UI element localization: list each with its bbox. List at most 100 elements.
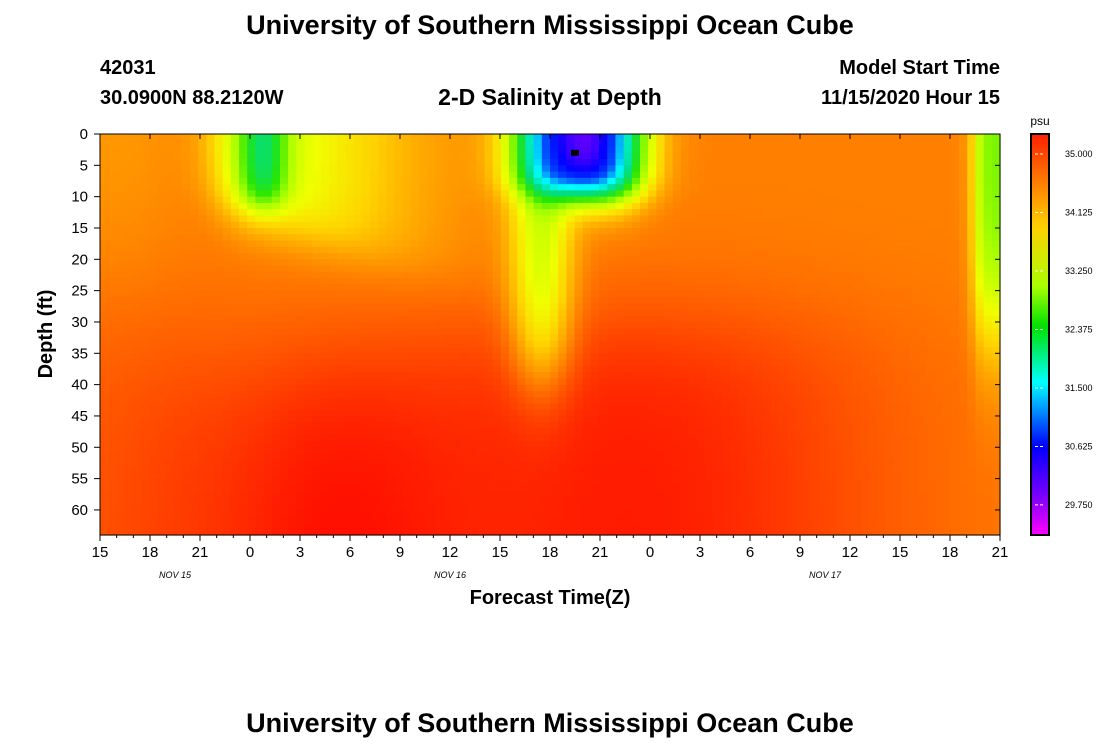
- heatmap-cell: [108, 516, 117, 524]
- heatmap-cell: [443, 509, 453, 517]
- heatmap-cell: [476, 296, 486, 304]
- heatmap-cell: [558, 353, 567, 361]
- heatmap-cell: [656, 403, 666, 411]
- heatmap-cell: [271, 340, 281, 348]
- heatmap-cell: [419, 472, 428, 480]
- heatmap-cell: [296, 397, 306, 405]
- heatmap-cell: [100, 284, 109, 292]
- heatmap-cell: [263, 397, 273, 405]
- heatmap-cell: [124, 171, 134, 179]
- heatmap-cell: [435, 184, 445, 191]
- heatmap-cell: [386, 453, 396, 461]
- heatmap-cell: [525, 378, 535, 386]
- heatmap-cell: [329, 152, 338, 160]
- heatmap-cell: [705, 422, 715, 430]
- heatmap-cell: [525, 403, 535, 411]
- heatmap-cell: [607, 497, 617, 505]
- heatmap-cell: [345, 478, 355, 486]
- heatmap-cell: [263, 522, 273, 530]
- heatmap-cell: [468, 265, 477, 273]
- heatmap-cell: [173, 378, 183, 386]
- heatmap-cell: [492, 221, 502, 229]
- heatmap-cell: [149, 184, 158, 191]
- heatmap-cell: [419, 309, 428, 317]
- heatmap-cell: [574, 134, 584, 141]
- heatmap-cell: [623, 359, 633, 367]
- heatmap-cell: [394, 278, 404, 285]
- heatmap-cell: [558, 315, 567, 323]
- heatmap-cell: [329, 334, 338, 342]
- heatmap-cell: [165, 190, 175, 198]
- heatmap-cell: [157, 459, 167, 467]
- heatmap-cell: [541, 227, 551, 235]
- heatmap-cell: [370, 466, 379, 473]
- heatmap-cell: [590, 428, 600, 436]
- heatmap-cell: [427, 271, 437, 279]
- heatmap-cell: [476, 466, 486, 473]
- heatmap-cell: [615, 503, 625, 511]
- heatmap-cell: [582, 453, 592, 461]
- heatmap-cell: [337, 509, 347, 517]
- heatmap-cell: [509, 365, 518, 373]
- heatmap-cell: [631, 491, 641, 499]
- heatmap-cell: [631, 259, 641, 267]
- heatmap-cell: [648, 328, 657, 336]
- heatmap-cell: [320, 397, 330, 405]
- heatmap-cell: [623, 397, 633, 405]
- heatmap-cell: [664, 365, 674, 373]
- heatmap-cell: [181, 309, 191, 317]
- heatmap-cell: [492, 397, 502, 405]
- heatmap-cell: [370, 146, 379, 154]
- heatmap-cell: [419, 372, 428, 379]
- heatmap-cell: [419, 497, 428, 505]
- heatmap-cell: [214, 140, 224, 148]
- heatmap-cell: [402, 459, 412, 467]
- heatmap-cell: [320, 190, 330, 198]
- heatmap-cell: [713, 190, 723, 198]
- heatmap-cell: [640, 202, 649, 210]
- heatmap-cell: [165, 378, 175, 386]
- heatmap-cell: [550, 196, 559, 204]
- heatmap-cell: [230, 497, 240, 505]
- heatmap-cell: [263, 497, 273, 505]
- heatmap-cell: [263, 453, 273, 461]
- heatmap-cell: [525, 509, 535, 517]
- heatmap-cell: [705, 146, 715, 154]
- heatmap-cell: [656, 296, 666, 304]
- heatmap-cell: [190, 215, 199, 223]
- heatmap-cell: [427, 328, 437, 336]
- heatmap-cell: [296, 234, 306, 242]
- heatmap-cell: [689, 140, 698, 148]
- heatmap-cell: [353, 253, 363, 260]
- heatmap-cell: [500, 265, 510, 273]
- heatmap-cell: [239, 428, 248, 436]
- heatmap-cell: [705, 403, 715, 411]
- heatmap-cell: [697, 177, 707, 185]
- heatmap-cell: [615, 528, 625, 536]
- heatmap-cell: [558, 415, 567, 423]
- heatmap-cell: [443, 309, 453, 317]
- heatmap-cell: [730, 365, 739, 373]
- heatmap-cell: [468, 397, 477, 405]
- heatmap-cell: [402, 340, 412, 348]
- heatmap-cell: [214, 152, 224, 160]
- heatmap-cell: [550, 334, 559, 342]
- heatmap-cell: [476, 202, 486, 210]
- heatmap-cell: [713, 196, 723, 204]
- heatmap-cell: [190, 246, 199, 254]
- heatmap-cell: [631, 240, 641, 248]
- heatmap-cell: [640, 146, 649, 154]
- heatmap-cell: [181, 415, 191, 423]
- heatmap-cell: [263, 296, 273, 304]
- heatmap-cell: [394, 202, 404, 210]
- heatmap-cell: [312, 296, 322, 304]
- heatmap-cell: [697, 365, 707, 373]
- heatmap-cell: [247, 253, 257, 260]
- heatmap-cell: [173, 503, 183, 511]
- heatmap-cell: [615, 227, 625, 235]
- heatmap-cell: [198, 428, 207, 436]
- heatmap-cell: [108, 165, 117, 173]
- heatmap-cell: [468, 177, 477, 185]
- heatmap-cell: [533, 234, 543, 242]
- heatmap-cell: [149, 347, 158, 354]
